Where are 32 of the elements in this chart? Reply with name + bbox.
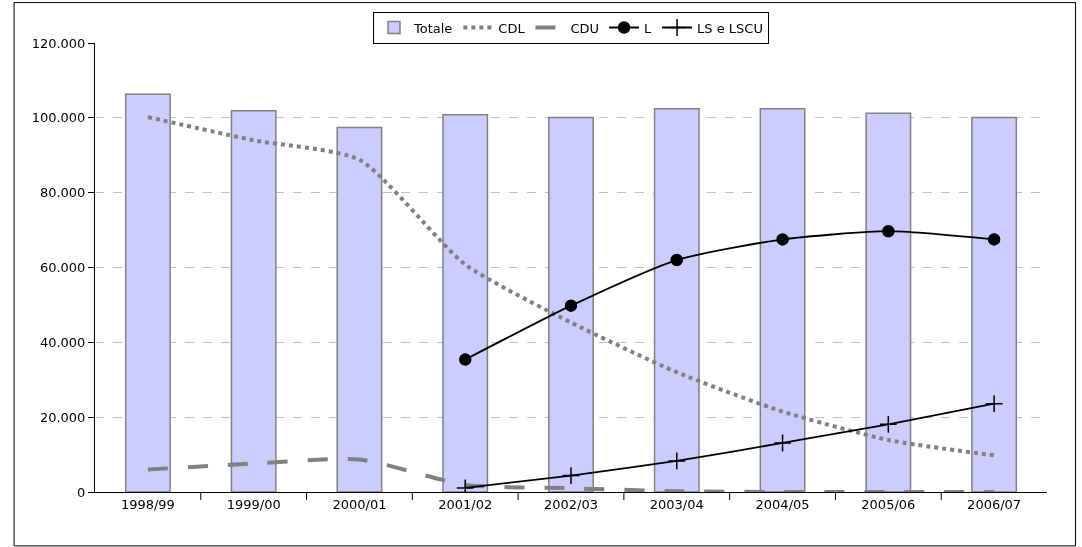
point — [670, 253, 684, 267]
point — [773, 433, 792, 453]
y-tick-label: 60.000 — [39, 260, 86, 276]
point — [561, 466, 581, 485]
legend-label: CDU — [570, 20, 600, 36]
y-tick-label: 120.000 — [31, 35, 86, 51]
legend-label: L — [644, 20, 653, 36]
point — [987, 233, 1001, 246]
x-tick-label: 2004/05 — [755, 496, 810, 512]
point — [776, 233, 789, 246]
point — [882, 224, 895, 238]
legend-label: Totale — [413, 20, 453, 36]
x-tick-label: 1999/00 — [226, 496, 281, 512]
legend-label: CDL — [498, 20, 526, 36]
x-tick-label: 2003/04 — [649, 496, 704, 512]
point — [564, 299, 578, 312]
x-tick-label: 2002/03 — [543, 496, 599, 512]
point — [984, 394, 1004, 413]
y-tick-label: 0 — [77, 484, 86, 500]
legend-label: LS e LSCU — [697, 20, 763, 36]
y-tick-label: 20.000 — [39, 409, 86, 425]
x-tick-label: 2006/07 — [967, 496, 1022, 512]
point — [667, 451, 686, 471]
x-tick-label: 2001/02 — [438, 496, 493, 512]
y-tick-label: 40.000 — [39, 334, 86, 350]
x-tick-label: 2000/01 — [332, 496, 387, 512]
x-tick-label: 2005/06 — [861, 496, 916, 512]
y-tick-label: 100.000 — [31, 110, 86, 126]
y-tick-label: 80.000 — [39, 185, 86, 201]
x-tick-label: 1998/99 — [120, 496, 175, 512]
point — [458, 353, 472, 366]
point — [879, 415, 898, 434]
